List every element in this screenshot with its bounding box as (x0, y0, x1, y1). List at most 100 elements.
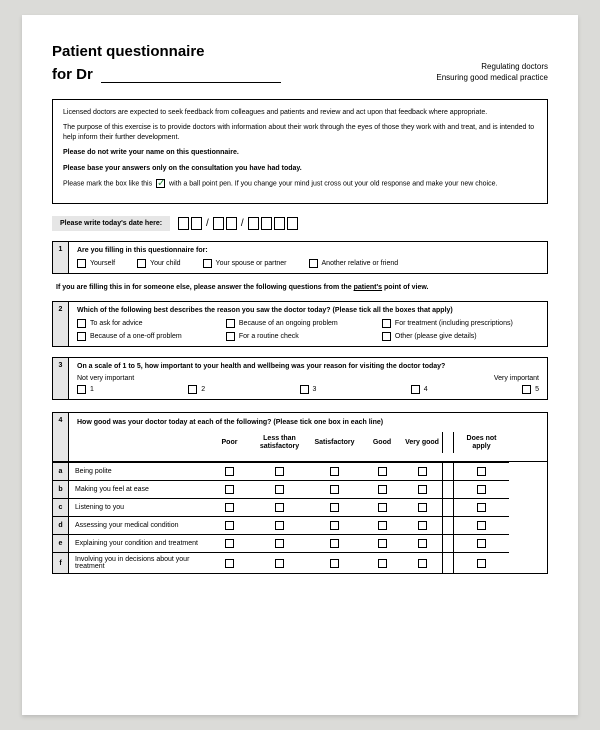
matrix-cell (402, 552, 442, 573)
checkbox[interactable] (477, 521, 486, 530)
checkbox[interactable] (275, 467, 284, 476)
date-box[interactable] (287, 217, 298, 230)
checkbox[interactable] (378, 485, 387, 494)
option: Another relative or friend (309, 259, 399, 268)
checkbox[interactable] (411, 385, 420, 394)
checkbox[interactable] (418, 485, 427, 494)
patient-pov-note: If you are filling this in for someone e… (52, 284, 548, 291)
question-text: On a scale of 1 to 5, how important to y… (77, 363, 539, 370)
checkbox[interactable] (477, 467, 486, 476)
matrix-cell (362, 498, 402, 516)
row-label: Making you feel at ease (69, 480, 207, 498)
checkbox[interactable] (77, 319, 86, 328)
question-1: 1 Are you filling in this questionnaire … (52, 241, 548, 274)
date-label: Please write today's date here: (52, 216, 170, 231)
checkbox[interactable] (330, 559, 339, 568)
col-header-dna: Does not apply (454, 432, 509, 453)
row-letter: e (53, 534, 69, 552)
checkbox[interactable] (382, 332, 391, 341)
checkbox[interactable] (225, 559, 234, 568)
checkbox[interactable] (225, 467, 234, 476)
checkbox[interactable] (330, 539, 339, 548)
option: For a routine check (226, 332, 364, 341)
checkbox[interactable] (225, 539, 234, 548)
doctor-name-input-line[interactable] (101, 71, 281, 83)
checkbox[interactable] (225, 485, 234, 494)
matrix-cell (307, 462, 362, 480)
date-row: Please write today's date here: / / (52, 216, 548, 231)
intro-p3: Please do not write your name on this qu… (63, 148, 537, 157)
page: Patient questionnaire for Dr Regulating … (22, 15, 578, 715)
intro-p1: Licensed doctors are expected to seek fe… (63, 108, 537, 117)
checkbox[interactable] (77, 385, 86, 394)
date-box[interactable] (274, 217, 285, 230)
row-label: Explaining your condition and treatment (69, 534, 207, 552)
date-box[interactable] (191, 217, 202, 230)
note-text-b: point of view. (382, 284, 428, 291)
checkbox[interactable] (77, 259, 86, 268)
checkbox[interactable] (378, 467, 387, 476)
header-tagline-2: Ensuring good medical practice (436, 73, 548, 83)
date-box[interactable] (226, 217, 237, 230)
date-box[interactable] (248, 217, 259, 230)
checkbox[interactable] (225, 503, 234, 512)
header: Patient questionnaire for Dr Regulating … (52, 43, 548, 83)
date-separator: / (241, 218, 244, 229)
checkbox[interactable] (378, 521, 387, 530)
checkbox[interactable] (522, 385, 531, 394)
option-label: Because of a one-off problem (90, 333, 182, 340)
checkbox[interactable] (275, 521, 284, 530)
checkbox[interactable] (77, 332, 86, 341)
checkbox[interactable] (275, 559, 284, 568)
checkbox[interactable] (275, 503, 284, 512)
checkbox[interactable] (378, 559, 387, 568)
checkbox[interactable] (330, 503, 339, 512)
date-box[interactable] (178, 217, 189, 230)
checkbox[interactable] (226, 332, 235, 341)
checkbox[interactable] (330, 485, 339, 494)
checkbox[interactable] (477, 539, 486, 548)
checkbox[interactable] (275, 539, 284, 548)
option-label: For a routine check (239, 333, 299, 340)
note-text-underline: patient's (354, 284, 383, 291)
row-letter: b (53, 480, 69, 498)
checkbox[interactable] (418, 539, 427, 548)
date-box[interactable] (261, 217, 272, 230)
checkbox[interactable] (330, 467, 339, 476)
checkbox[interactable] (188, 385, 197, 394)
question-number: 4 (53, 413, 69, 462)
checkbox[interactable] (203, 259, 212, 268)
checkbox[interactable] (330, 521, 339, 530)
checkbox[interactable] (418, 559, 427, 568)
checkbox[interactable] (137, 259, 146, 268)
checkbox[interactable] (309, 259, 318, 268)
date-input-boxes[interactable]: / / (178, 217, 298, 230)
row-label: Being polite (69, 462, 207, 480)
checkbox[interactable] (418, 503, 427, 512)
checkbox[interactable] (300, 385, 309, 394)
checkbox[interactable] (275, 485, 284, 494)
checkbox[interactable] (477, 559, 486, 568)
checkbox[interactable] (225, 521, 234, 530)
matrix-cell (207, 552, 252, 573)
row-label: Involving you in decisions about your tr… (69, 552, 207, 573)
col-separator (442, 552, 454, 573)
col-header: Less than satisfactory (252, 432, 307, 453)
checkbox[interactable] (378, 539, 387, 548)
checkbox[interactable] (226, 319, 235, 328)
question-options: To ask for advice Because of an ongoing … (77, 319, 539, 341)
option-label: Another relative or friend (322, 260, 399, 267)
checkbox[interactable] (378, 503, 387, 512)
matrix-cell (307, 516, 362, 534)
scale-value: 3 (313, 386, 317, 393)
checkbox[interactable] (382, 319, 391, 328)
matrix-cell (307, 552, 362, 573)
page-title: Patient questionnaire (52, 43, 281, 60)
checkbox[interactable] (477, 503, 486, 512)
checkbox[interactable] (477, 485, 486, 494)
checkbox[interactable] (418, 467, 427, 476)
matrix-cell (252, 462, 307, 480)
date-box[interactable] (213, 217, 224, 230)
option-label: Because of an ongoing problem (239, 320, 338, 327)
checkbox[interactable] (418, 521, 427, 530)
